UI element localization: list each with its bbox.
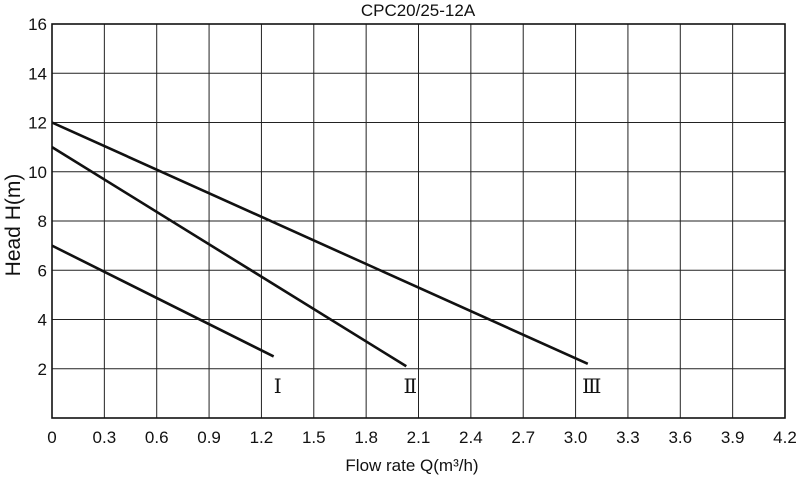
x-tick-label: 0 [47,428,56,447]
x-tick-label: 0.6 [145,428,169,447]
curve-label-2: Ⅱ [403,376,417,398]
y-tick-label: 6 [38,261,47,280]
curves: Ⅰ Ⅱ Ⅲ [51,121,601,398]
grid [51,23,786,418]
y-axis-label: Head H(m) [2,174,25,277]
curve-label-1: Ⅰ [274,376,282,398]
x-tick-label: 1.8 [354,428,378,447]
y-tick-label: 4 [38,311,47,330]
y-tick-label: 10 [28,163,47,182]
y-tick-label: 2 [38,360,47,379]
x-tick-label: 3.6 [668,428,692,447]
x-tick-label: 3.9 [721,428,745,447]
y-tick-label: 16 [28,15,47,34]
x-tick-label: 1.5 [302,428,326,447]
x-tick-label: 0.3 [93,428,117,447]
x-tick-label: 0.9 [197,428,221,447]
x-axis-label: Flow rate Q(m³/h) [345,456,478,475]
x-tick-label: 2.7 [511,428,535,447]
curve-3 [51,121,589,366]
curve-label-3: Ⅲ [582,376,601,398]
plot-frame [51,23,786,419]
y-tick-label: 8 [38,212,47,231]
curve-1 [51,244,275,358]
x-tick-label: 2.4 [459,428,483,447]
chart-title: CPC20/25-12A [361,1,476,20]
x-tick-label: 1.2 [250,428,274,447]
x-tick-label: 2.1 [407,428,431,447]
x-tick-label: 3.0 [564,428,588,447]
curve-2 [51,146,407,368]
x-tick-label: 4.2 [773,428,797,447]
y-tick-label: 14 [28,64,47,83]
x-tick-label: 3.3 [616,428,640,447]
y-tick-label: 12 [28,114,47,133]
tick-labels: 0 0.3 0.6 0.9 1.2 1.5 1.8 2.1 2.4 2.7 3.0 3.3 3.6 3.9… [28,15,797,447]
